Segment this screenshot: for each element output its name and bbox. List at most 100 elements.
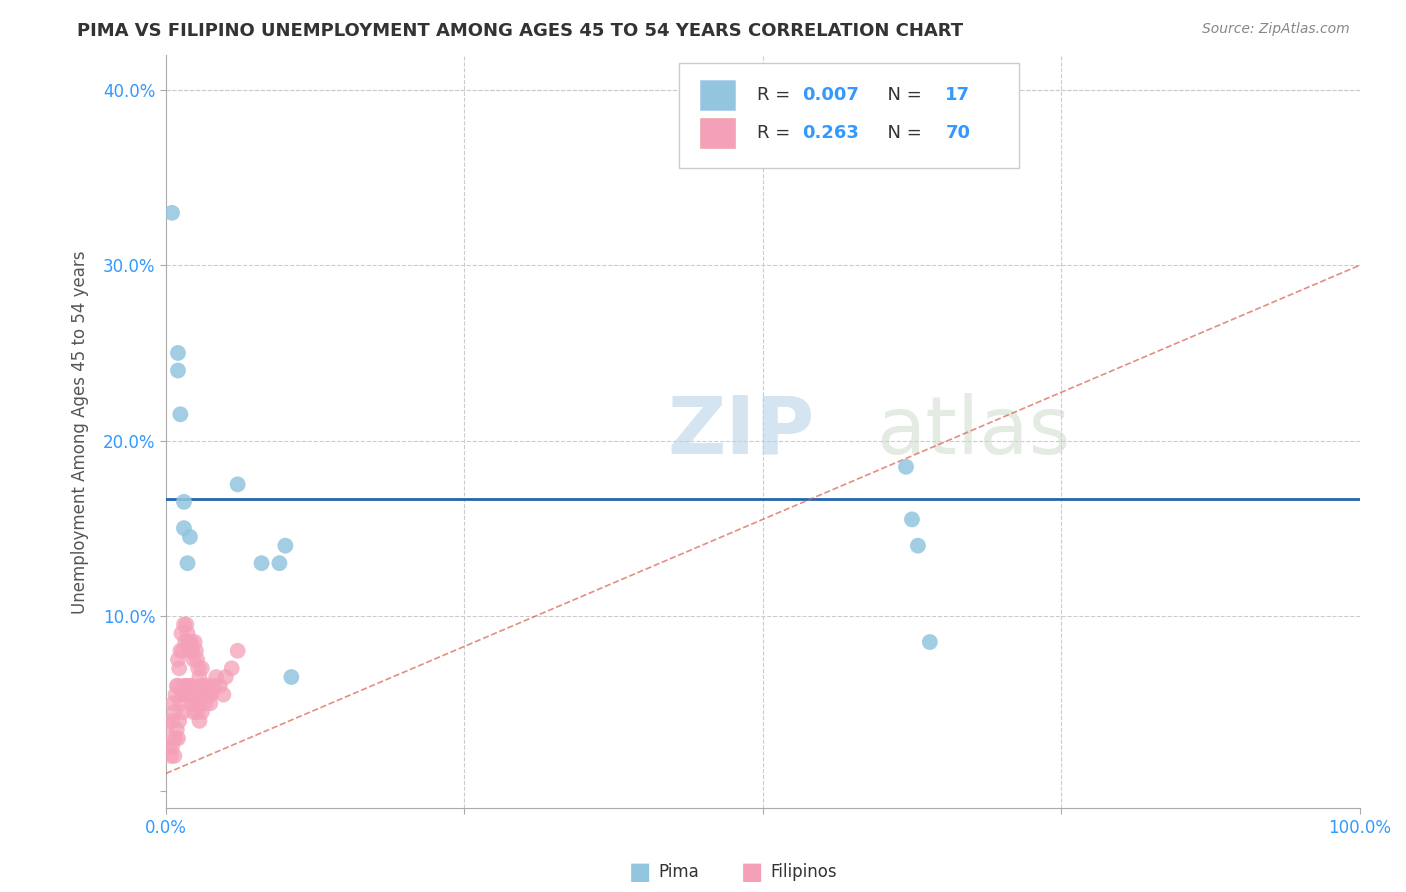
Point xyxy=(208,679,231,693)
Point xyxy=(274,539,297,553)
Point xyxy=(212,688,235,702)
Point xyxy=(186,705,208,719)
FancyBboxPatch shape xyxy=(700,80,735,110)
Point xyxy=(191,661,214,675)
Point xyxy=(176,679,198,693)
Point xyxy=(901,512,924,526)
Point xyxy=(183,635,205,649)
Point xyxy=(173,495,195,509)
Point xyxy=(205,670,228,684)
Point xyxy=(167,714,190,728)
Point xyxy=(184,696,207,710)
Text: R =: R = xyxy=(756,124,796,142)
Text: 0.007: 0.007 xyxy=(803,86,859,104)
Point xyxy=(200,688,222,702)
Point xyxy=(179,688,201,702)
Point xyxy=(183,652,205,666)
Point xyxy=(173,617,195,632)
Point xyxy=(197,679,219,693)
Point xyxy=(176,556,198,570)
Point xyxy=(176,626,198,640)
Point xyxy=(195,688,218,702)
Point xyxy=(191,679,214,693)
Point xyxy=(173,679,195,693)
Point xyxy=(177,635,200,649)
Point xyxy=(280,670,302,684)
Point xyxy=(174,688,197,702)
Text: 70: 70 xyxy=(945,124,970,142)
Point xyxy=(166,723,188,737)
Point xyxy=(183,705,205,719)
Point xyxy=(191,705,214,719)
Point xyxy=(169,407,191,421)
Point xyxy=(160,714,183,728)
Text: ZIP: ZIP xyxy=(668,392,814,471)
Point xyxy=(167,652,190,666)
Point xyxy=(163,705,186,719)
Point xyxy=(200,696,222,710)
Point xyxy=(163,748,186,763)
Point xyxy=(918,635,941,649)
Point xyxy=(190,679,212,693)
Point xyxy=(167,363,190,377)
Point xyxy=(170,626,193,640)
Point xyxy=(162,696,184,710)
Point xyxy=(184,644,207,658)
Point xyxy=(187,661,209,675)
Point xyxy=(226,644,249,658)
Point xyxy=(894,459,917,474)
Point xyxy=(181,696,204,710)
Point xyxy=(159,740,181,755)
Point xyxy=(165,688,187,702)
Text: 0.263: 0.263 xyxy=(803,124,859,142)
Text: ■: ■ xyxy=(741,861,763,884)
Point xyxy=(176,688,198,702)
Point xyxy=(179,530,201,544)
Point xyxy=(169,644,191,658)
Point xyxy=(167,661,190,675)
Point xyxy=(162,731,184,746)
Point xyxy=(221,661,243,675)
Point xyxy=(172,705,194,719)
Point xyxy=(176,617,198,632)
Point xyxy=(173,521,195,535)
Text: PIMA VS FILIPINO UNEMPLOYMENT AMONG AGES 45 TO 54 YEARS CORRELATION CHART: PIMA VS FILIPINO UNEMPLOYMENT AMONG AGES… xyxy=(77,22,963,40)
Text: R =: R = xyxy=(756,86,796,104)
Text: N =: N = xyxy=(876,124,928,142)
Point xyxy=(166,679,188,693)
Point xyxy=(180,635,202,649)
Point xyxy=(202,679,225,693)
Point xyxy=(250,556,273,570)
FancyBboxPatch shape xyxy=(700,118,735,148)
Point xyxy=(187,696,209,710)
Point xyxy=(907,539,929,553)
Point xyxy=(167,679,190,693)
Point xyxy=(177,679,200,693)
Point xyxy=(226,477,249,491)
Point xyxy=(172,644,194,658)
Text: ■: ■ xyxy=(628,861,651,884)
Point xyxy=(167,731,190,746)
Point xyxy=(269,556,291,570)
Point xyxy=(198,688,221,702)
Point xyxy=(188,670,211,684)
Text: N =: N = xyxy=(876,86,928,104)
Text: Source: ZipAtlas.com: Source: ZipAtlas.com xyxy=(1202,22,1350,37)
Point xyxy=(167,346,190,360)
Text: atlas: atlas xyxy=(876,392,1070,471)
Point xyxy=(179,644,201,658)
Point xyxy=(194,696,217,710)
Point xyxy=(188,714,211,728)
Text: 17: 17 xyxy=(945,86,970,104)
Point xyxy=(170,688,193,702)
Point xyxy=(160,740,183,755)
Point xyxy=(181,644,204,658)
Y-axis label: Unemployment Among Ages 45 to 54 years: Unemployment Among Ages 45 to 54 years xyxy=(72,250,89,614)
Text: Pima: Pima xyxy=(658,863,699,881)
Point xyxy=(165,731,187,746)
Point xyxy=(174,635,197,649)
Text: Filipinos: Filipinos xyxy=(770,863,837,881)
Point xyxy=(160,206,183,220)
Point xyxy=(159,748,181,763)
Point xyxy=(157,717,180,731)
